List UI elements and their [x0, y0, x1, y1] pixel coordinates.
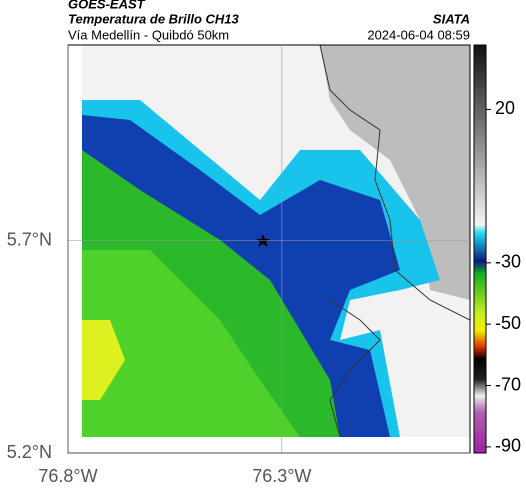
x-tick-label: 76.8°W [38, 466, 97, 486]
subtitle: Vía Medellín - Quibdó 50km [68, 27, 229, 42]
y-tick-label: 5.2°N [7, 442, 52, 462]
y-tick-label: 5.7°N [7, 229, 52, 249]
colorbar-tick-label: -70 [495, 374, 521, 394]
colorbar-tick-label: -50 [495, 313, 521, 333]
datetime: 2024-06-04 08:59 [367, 27, 470, 42]
imagery [82, 45, 470, 437]
brand: SIATA [433, 11, 470, 26]
colorbar-tick-label: -90 [495, 436, 521, 456]
colorbar-tick-label: 20 [495, 98, 515, 118]
colorbar [473, 44, 487, 454]
title: Temperatura de Brillo CH13 [68, 11, 240, 26]
x-tick-label: 76.3°W [252, 466, 311, 486]
source: GOES-EAST [68, 0, 146, 11]
colorbar-tick-label: -30 [495, 252, 521, 272]
